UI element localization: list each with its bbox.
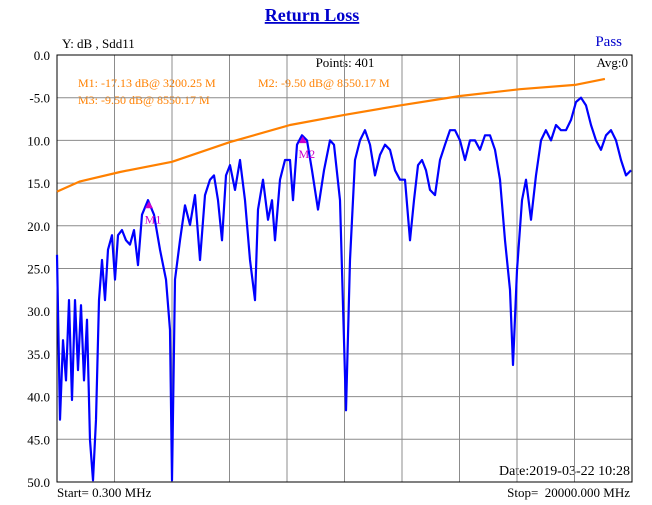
- y-tick-label: 15.0: [27, 176, 50, 191]
- y-tick-label: 25.0: [27, 262, 50, 277]
- marker: [144, 201, 153, 209]
- trace: [55, 96, 632, 482]
- chart-title: Return Loss: [265, 5, 360, 25]
- y-label: Y: dB , Sdd11: [62, 36, 135, 51]
- start-info: Start= 0.300 MHz: [57, 485, 152, 500]
- y-tick-label: -5.0: [29, 91, 50, 106]
- y-tick-label: 50.0: [27, 475, 50, 490]
- y-tick-label: 40.0: [27, 390, 50, 405]
- marker-readout: M2: -9.50 dB@ 8550.17 M: [258, 76, 390, 90]
- y-tick-label: 0.0: [34, 48, 50, 63]
- date-info: Date:2019-03-22 10:28: [499, 464, 630, 479]
- status: Pass: [595, 34, 622, 50]
- marker-label: M1: [145, 212, 162, 226]
- y-tick-label: 20.0: [27, 219, 50, 234]
- y-tick-label: 10.0: [27, 133, 50, 148]
- marker-readout: M1: -17.13 dB@ 3200.25 M: [78, 76, 216, 90]
- stop-info: Stop= 20000.000 MHz: [507, 485, 630, 500]
- marker-readout: M3: -9.50 dB@ 8550.17 M: [78, 93, 210, 107]
- marker-label: M2: [298, 147, 315, 161]
- avg-info: Avg:0: [596, 55, 628, 70]
- trace: [56, 77, 606, 193]
- y-tick-label: 30.0: [27, 304, 50, 319]
- marker: [298, 136, 307, 144]
- y-tick-label: 35.0: [27, 347, 50, 362]
- y-tick-label: 45.0: [27, 432, 50, 447]
